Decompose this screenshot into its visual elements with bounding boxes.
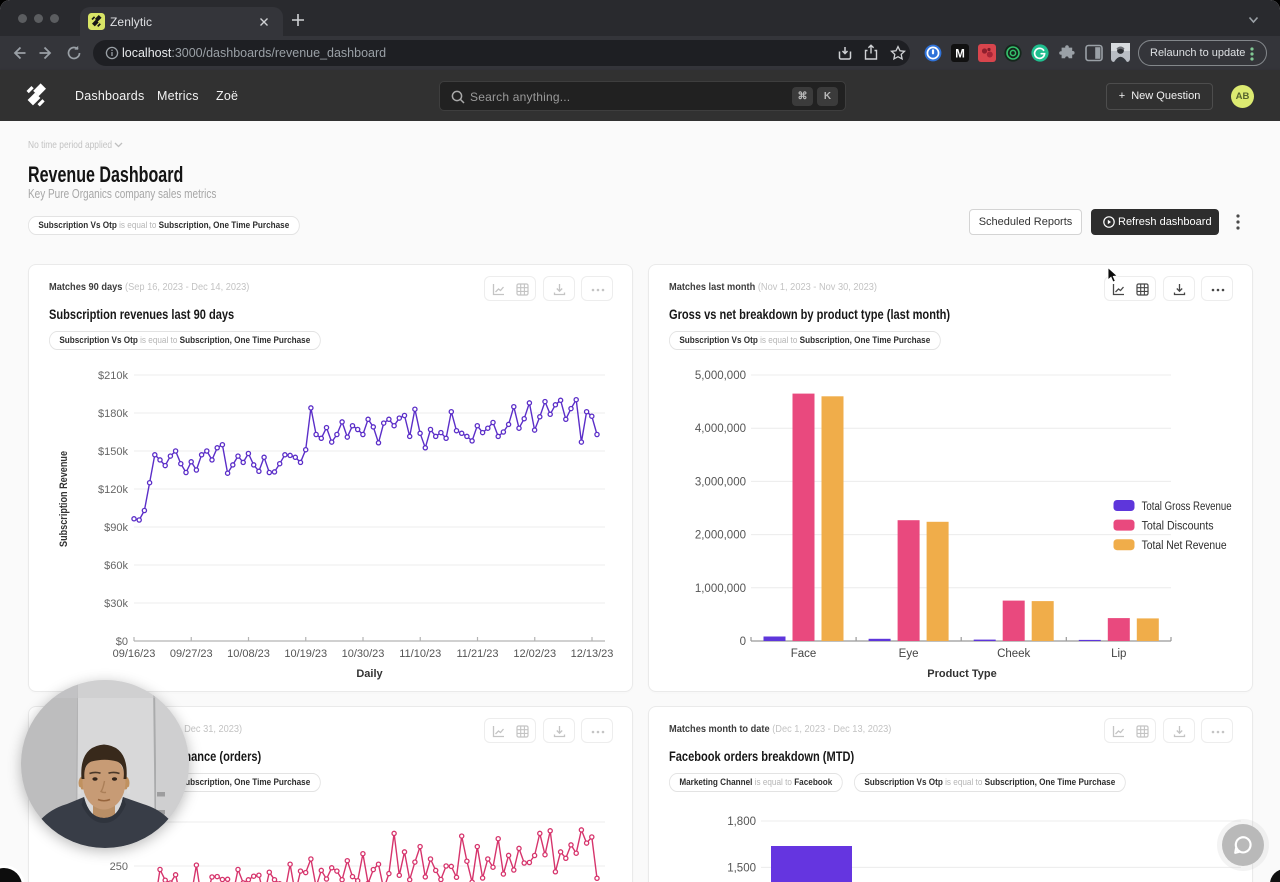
- svg-text:2,000,000: 2,000,000: [695, 530, 746, 542]
- svg-text:1,000,000: 1,000,000: [695, 583, 746, 595]
- svg-text:Subscription Revenue: Subscription Revenue: [58, 451, 70, 547]
- svg-text:Cheek: Cheek: [997, 648, 1030, 660]
- svg-text:Total Gross Revenue: Total Gross Revenue: [1142, 501, 1232, 513]
- svg-text:3,000,000: 3,000,000: [695, 476, 746, 488]
- svg-text:1,500: 1,500: [727, 862, 756, 874]
- svg-text:$90k: $90k: [104, 522, 128, 534]
- svg-text:0: 0: [740, 636, 746, 648]
- svg-text:$120k: $120k: [98, 484, 128, 496]
- svg-text:$150k: $150k: [98, 446, 128, 458]
- svg-text:Eye: Eye: [899, 648, 919, 660]
- svg-text:10/30/23: 10/30/23: [342, 648, 385, 660]
- svg-text:1,800: 1,800: [727, 816, 756, 828]
- svg-text:5,000,000: 5,000,000: [695, 370, 746, 382]
- svg-text:Daily: Daily: [356, 668, 383, 680]
- svg-text:$60k: $60k: [104, 560, 128, 572]
- svg-text:Lip: Lip: [1111, 648, 1126, 660]
- svg-text:$0: $0: [116, 636, 128, 648]
- svg-text:$30k: $30k: [104, 598, 128, 610]
- svg-text:M: M: [955, 48, 965, 60]
- svg-text:10/08/23: 10/08/23: [227, 648, 270, 660]
- svg-text:Face: Face: [791, 648, 817, 660]
- svg-text:$180k: $180k: [98, 408, 128, 420]
- svg-text:10/19/23: 10/19/23: [284, 648, 327, 660]
- svg-text:11/10/23: 11/10/23: [399, 648, 441, 660]
- svg-text:Product Type: Product Type: [927, 668, 996, 680]
- svg-text:$210k: $210k: [98, 370, 128, 382]
- svg-text:Total Net Revenue: Total Net Revenue: [1142, 540, 1227, 552]
- svg-text:12/13/23: 12/13/23: [571, 648, 614, 660]
- svg-text:250: 250: [110, 861, 128, 873]
- svg-text:12/02/23: 12/02/23: [513, 648, 556, 660]
- svg-text:11/21/23: 11/21/23: [456, 648, 498, 660]
- svg-text:09/16/23: 09/16/23: [113, 648, 156, 660]
- svg-text:4,000,000: 4,000,000: [695, 423, 746, 435]
- svg-text:09/27/23: 09/27/23: [170, 648, 213, 660]
- svg-text:Total Discounts: Total Discounts: [1142, 521, 1214, 533]
